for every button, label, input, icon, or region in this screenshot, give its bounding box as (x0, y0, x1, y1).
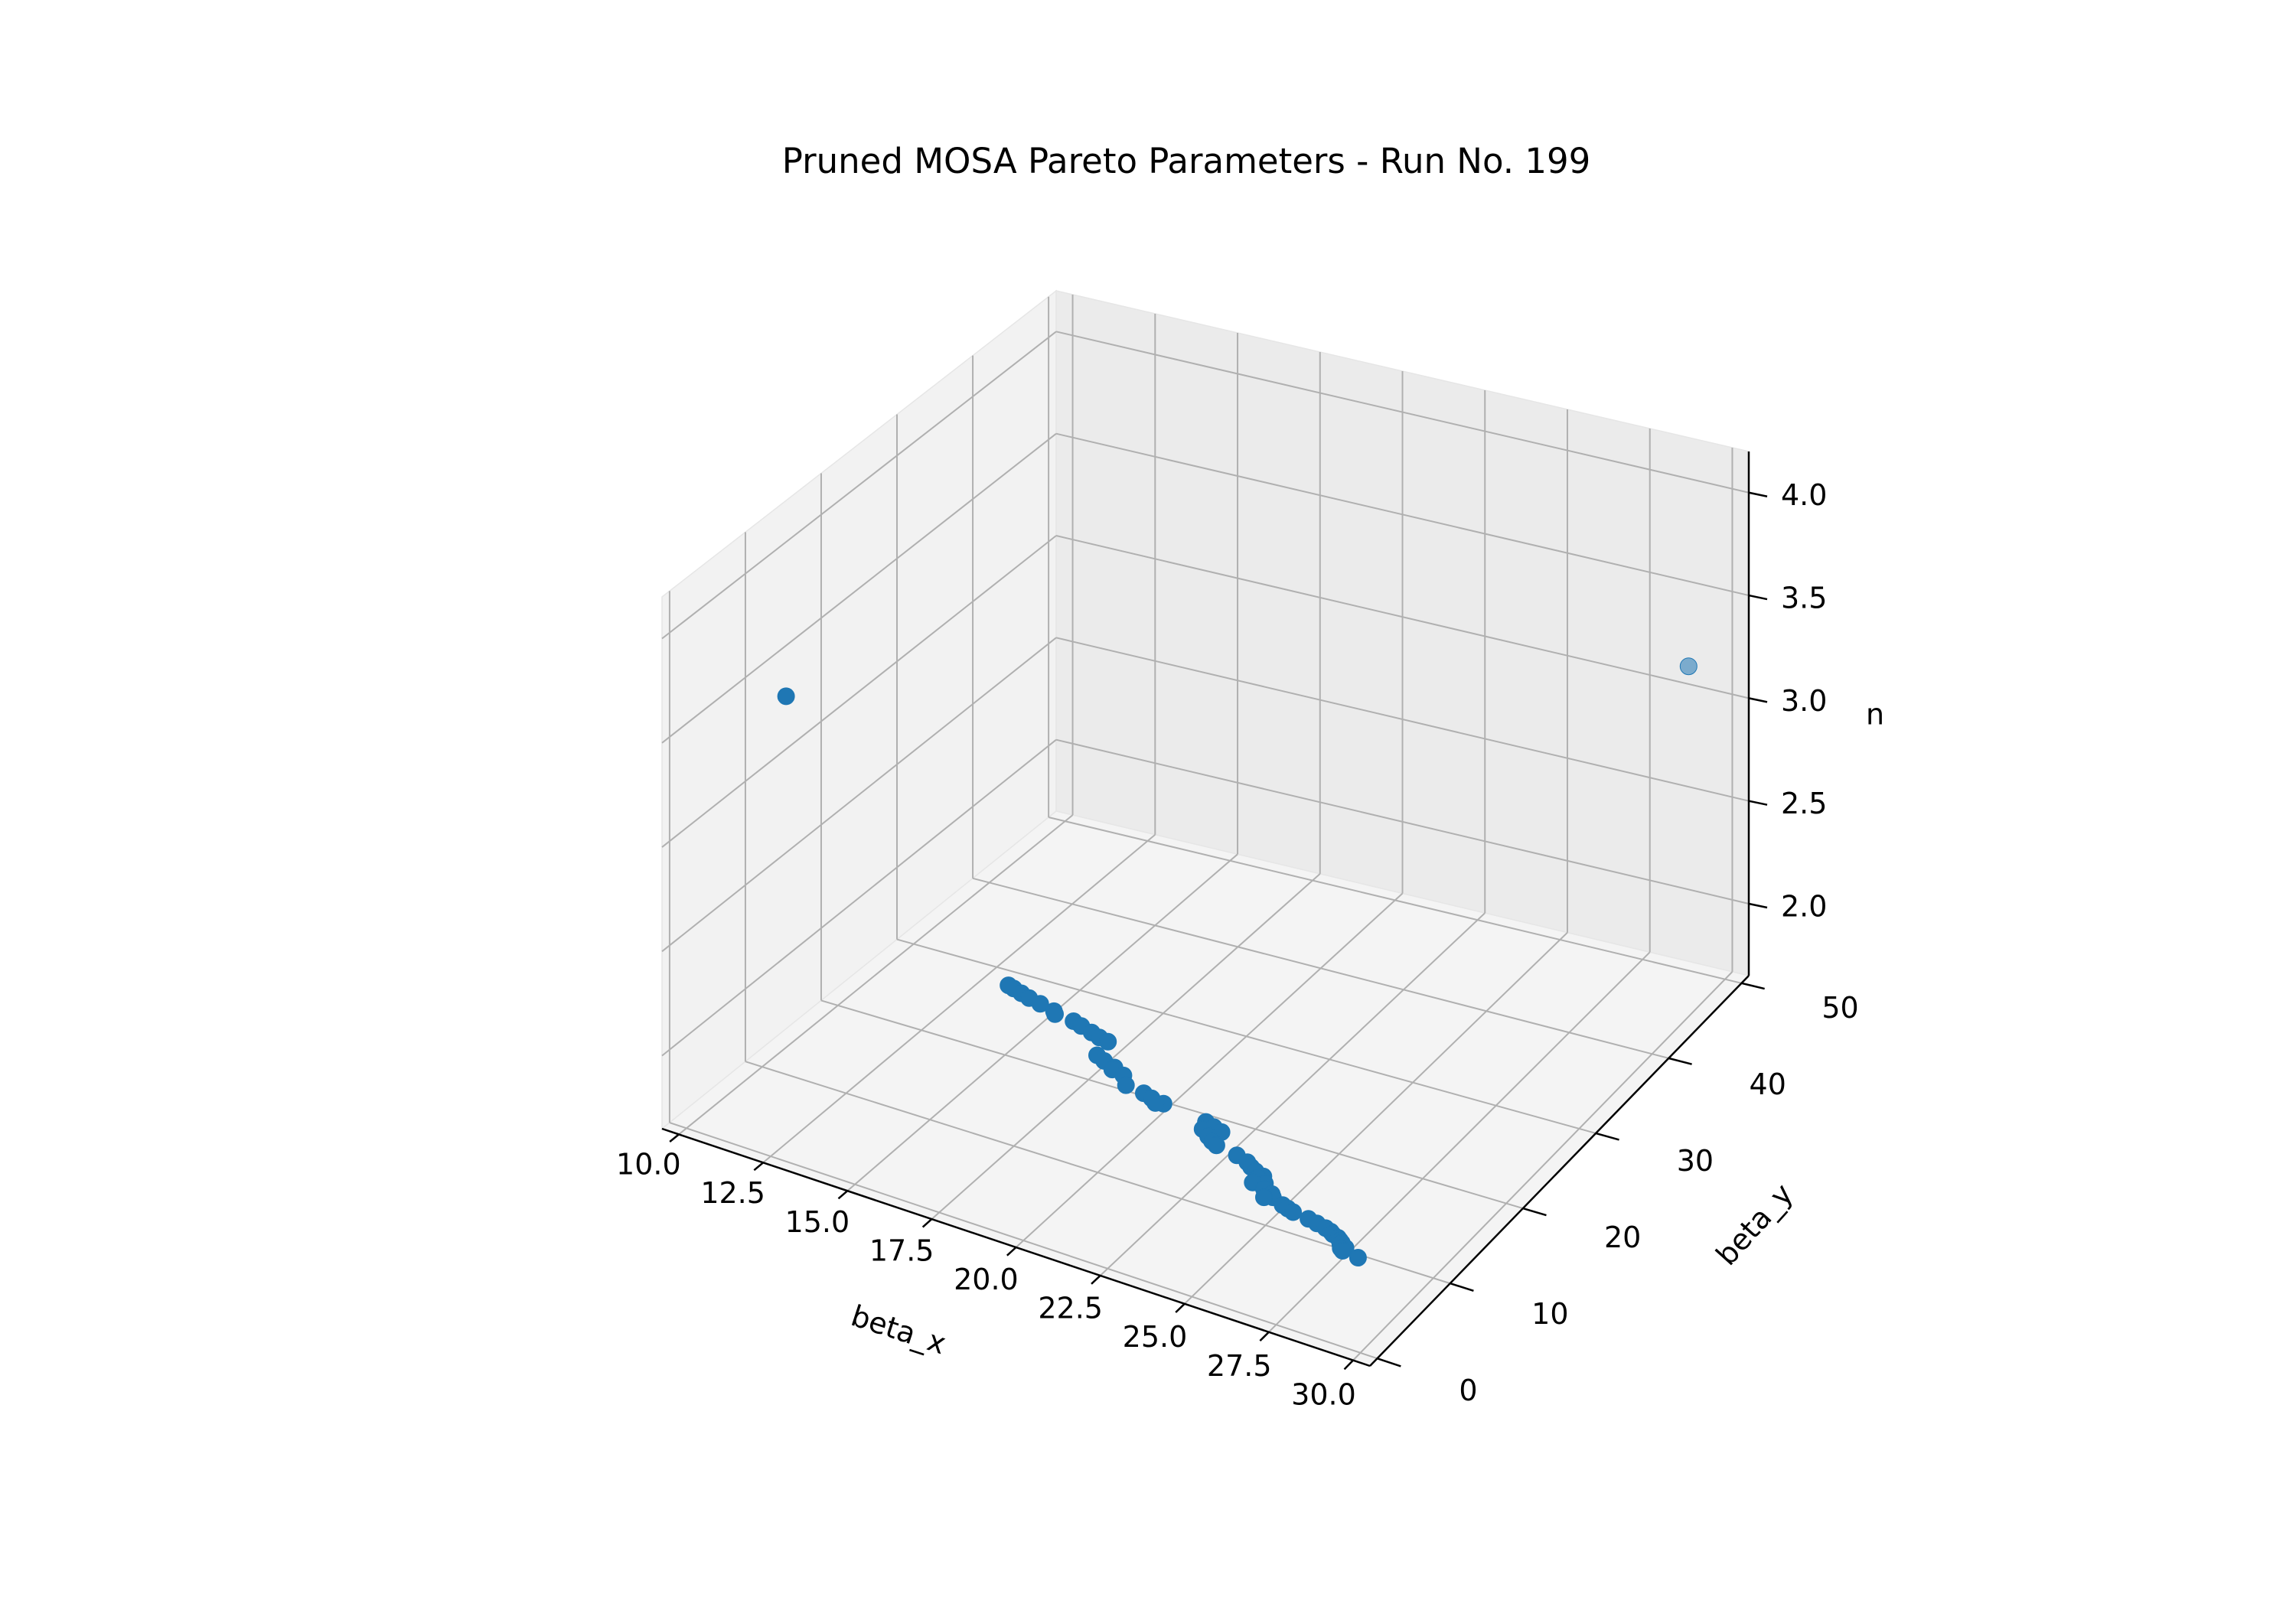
y-tick (1522, 1207, 1547, 1217)
y-tick-label: 0 (1459, 1374, 1477, 1407)
x-tick-label: 20.0 (954, 1263, 1019, 1296)
gridline-z-back (1055, 738, 1750, 905)
gridline-z-back (1055, 637, 1750, 802)
gridline-z-left (661, 432, 1057, 744)
gridline-y-floor (896, 938, 1596, 1134)
x-tick-label: 17.5 (869, 1234, 934, 1267)
gridline-x-floor (1352, 971, 1733, 1361)
z-tick-label: 4.0 (1781, 478, 1827, 512)
gridline-x-floor (846, 853, 1238, 1191)
gridline-x-floor (1099, 912, 1486, 1276)
data-point (777, 687, 795, 706)
x-tick (1259, 1331, 1270, 1342)
gridline-z-back (1055, 432, 1750, 597)
gridline-y-floor (1048, 817, 1742, 984)
gridline-z-left (661, 331, 1057, 640)
y-tick (1377, 1358, 1401, 1367)
x-tick-label: 25.0 (1123, 1320, 1188, 1354)
z-tick (1748, 594, 1768, 601)
x-tick-label: 22.5 (1038, 1292, 1103, 1325)
y-axis-line (1369, 975, 1750, 1367)
z-axis-label: n (1866, 698, 1884, 732)
gridline-x-floor (931, 873, 1321, 1220)
data-point (1099, 1032, 1117, 1051)
y-tick-label: 10 (1531, 1297, 1568, 1331)
data-point (1255, 1188, 1273, 1207)
z-tick (1748, 697, 1768, 703)
x-tick (1175, 1302, 1186, 1313)
chart-title: Pruned MOSA Pareto Parameters - Run No. … (782, 141, 1590, 181)
gridline-y-floor (669, 1122, 1378, 1360)
y-tick-label: 30 (1677, 1144, 1714, 1178)
gridline-z-back (1055, 535, 1750, 699)
x-tick (753, 1162, 764, 1172)
data-point (1207, 1136, 1225, 1155)
z-tick-label: 3.5 (1781, 582, 1827, 615)
gridline-z-back (1055, 331, 1750, 494)
z-tick (1748, 902, 1768, 909)
gridline-x-floor (1268, 951, 1651, 1333)
y-tick-label: 40 (1750, 1068, 1786, 1101)
data-point (1117, 1076, 1135, 1094)
data-point (1284, 1203, 1303, 1221)
scatter-points (777, 657, 1698, 1266)
gridline-x-floor (678, 814, 1074, 1136)
gridline-z-left (661, 738, 1057, 1057)
x-tick (837, 1190, 849, 1200)
data-point (1333, 1242, 1352, 1260)
x-tick-label: 15.0 (785, 1205, 850, 1239)
y-tick (1450, 1282, 1474, 1292)
data-point (1349, 1249, 1367, 1266)
z-tick-label: 3.0 (1781, 684, 1827, 718)
y-tick (1668, 1057, 1692, 1065)
z-tick (1748, 491, 1768, 497)
z-tick-label: 2.5 (1781, 787, 1827, 820)
gridline-x-floor (1184, 931, 1568, 1305)
x-tick (921, 1218, 933, 1228)
data-point (1031, 995, 1049, 1013)
gridline-z-left (661, 637, 1057, 953)
gridline-y-floor (972, 877, 1669, 1059)
y-tick (1741, 982, 1765, 990)
tick-marks-and-labels: 10.0 12.5 15.0 17.5 20.0 22.5 25.0 27.5 30.0 0 10 2… (616, 478, 1859, 1411)
data-point (1679, 657, 1698, 676)
x-tick-label: 10.0 (616, 1148, 681, 1182)
y-tick-label: 50 (1821, 991, 1858, 1025)
z-tick-label: 2.0 (1781, 889, 1827, 923)
x-tick (669, 1133, 680, 1143)
x-tick (1343, 1359, 1354, 1371)
gridline-x-floor (762, 833, 1156, 1164)
x-tick-label: 12.5 (700, 1176, 765, 1210)
gridlines (661, 295, 1750, 1361)
data-point (1046, 1005, 1064, 1023)
y-tick (1595, 1132, 1619, 1141)
gridline-x-floor (1015, 892, 1404, 1248)
y-tick-label: 20 (1604, 1221, 1641, 1254)
gridline-z-left (661, 535, 1057, 848)
x-tick-label: 27.5 (1207, 1349, 1272, 1383)
x-tick (1091, 1274, 1101, 1285)
z-tick (1748, 800, 1768, 806)
data-point (1146, 1094, 1165, 1112)
x-tick (1006, 1247, 1017, 1257)
x-tick-label: 30.0 (1291, 1377, 1356, 1411)
